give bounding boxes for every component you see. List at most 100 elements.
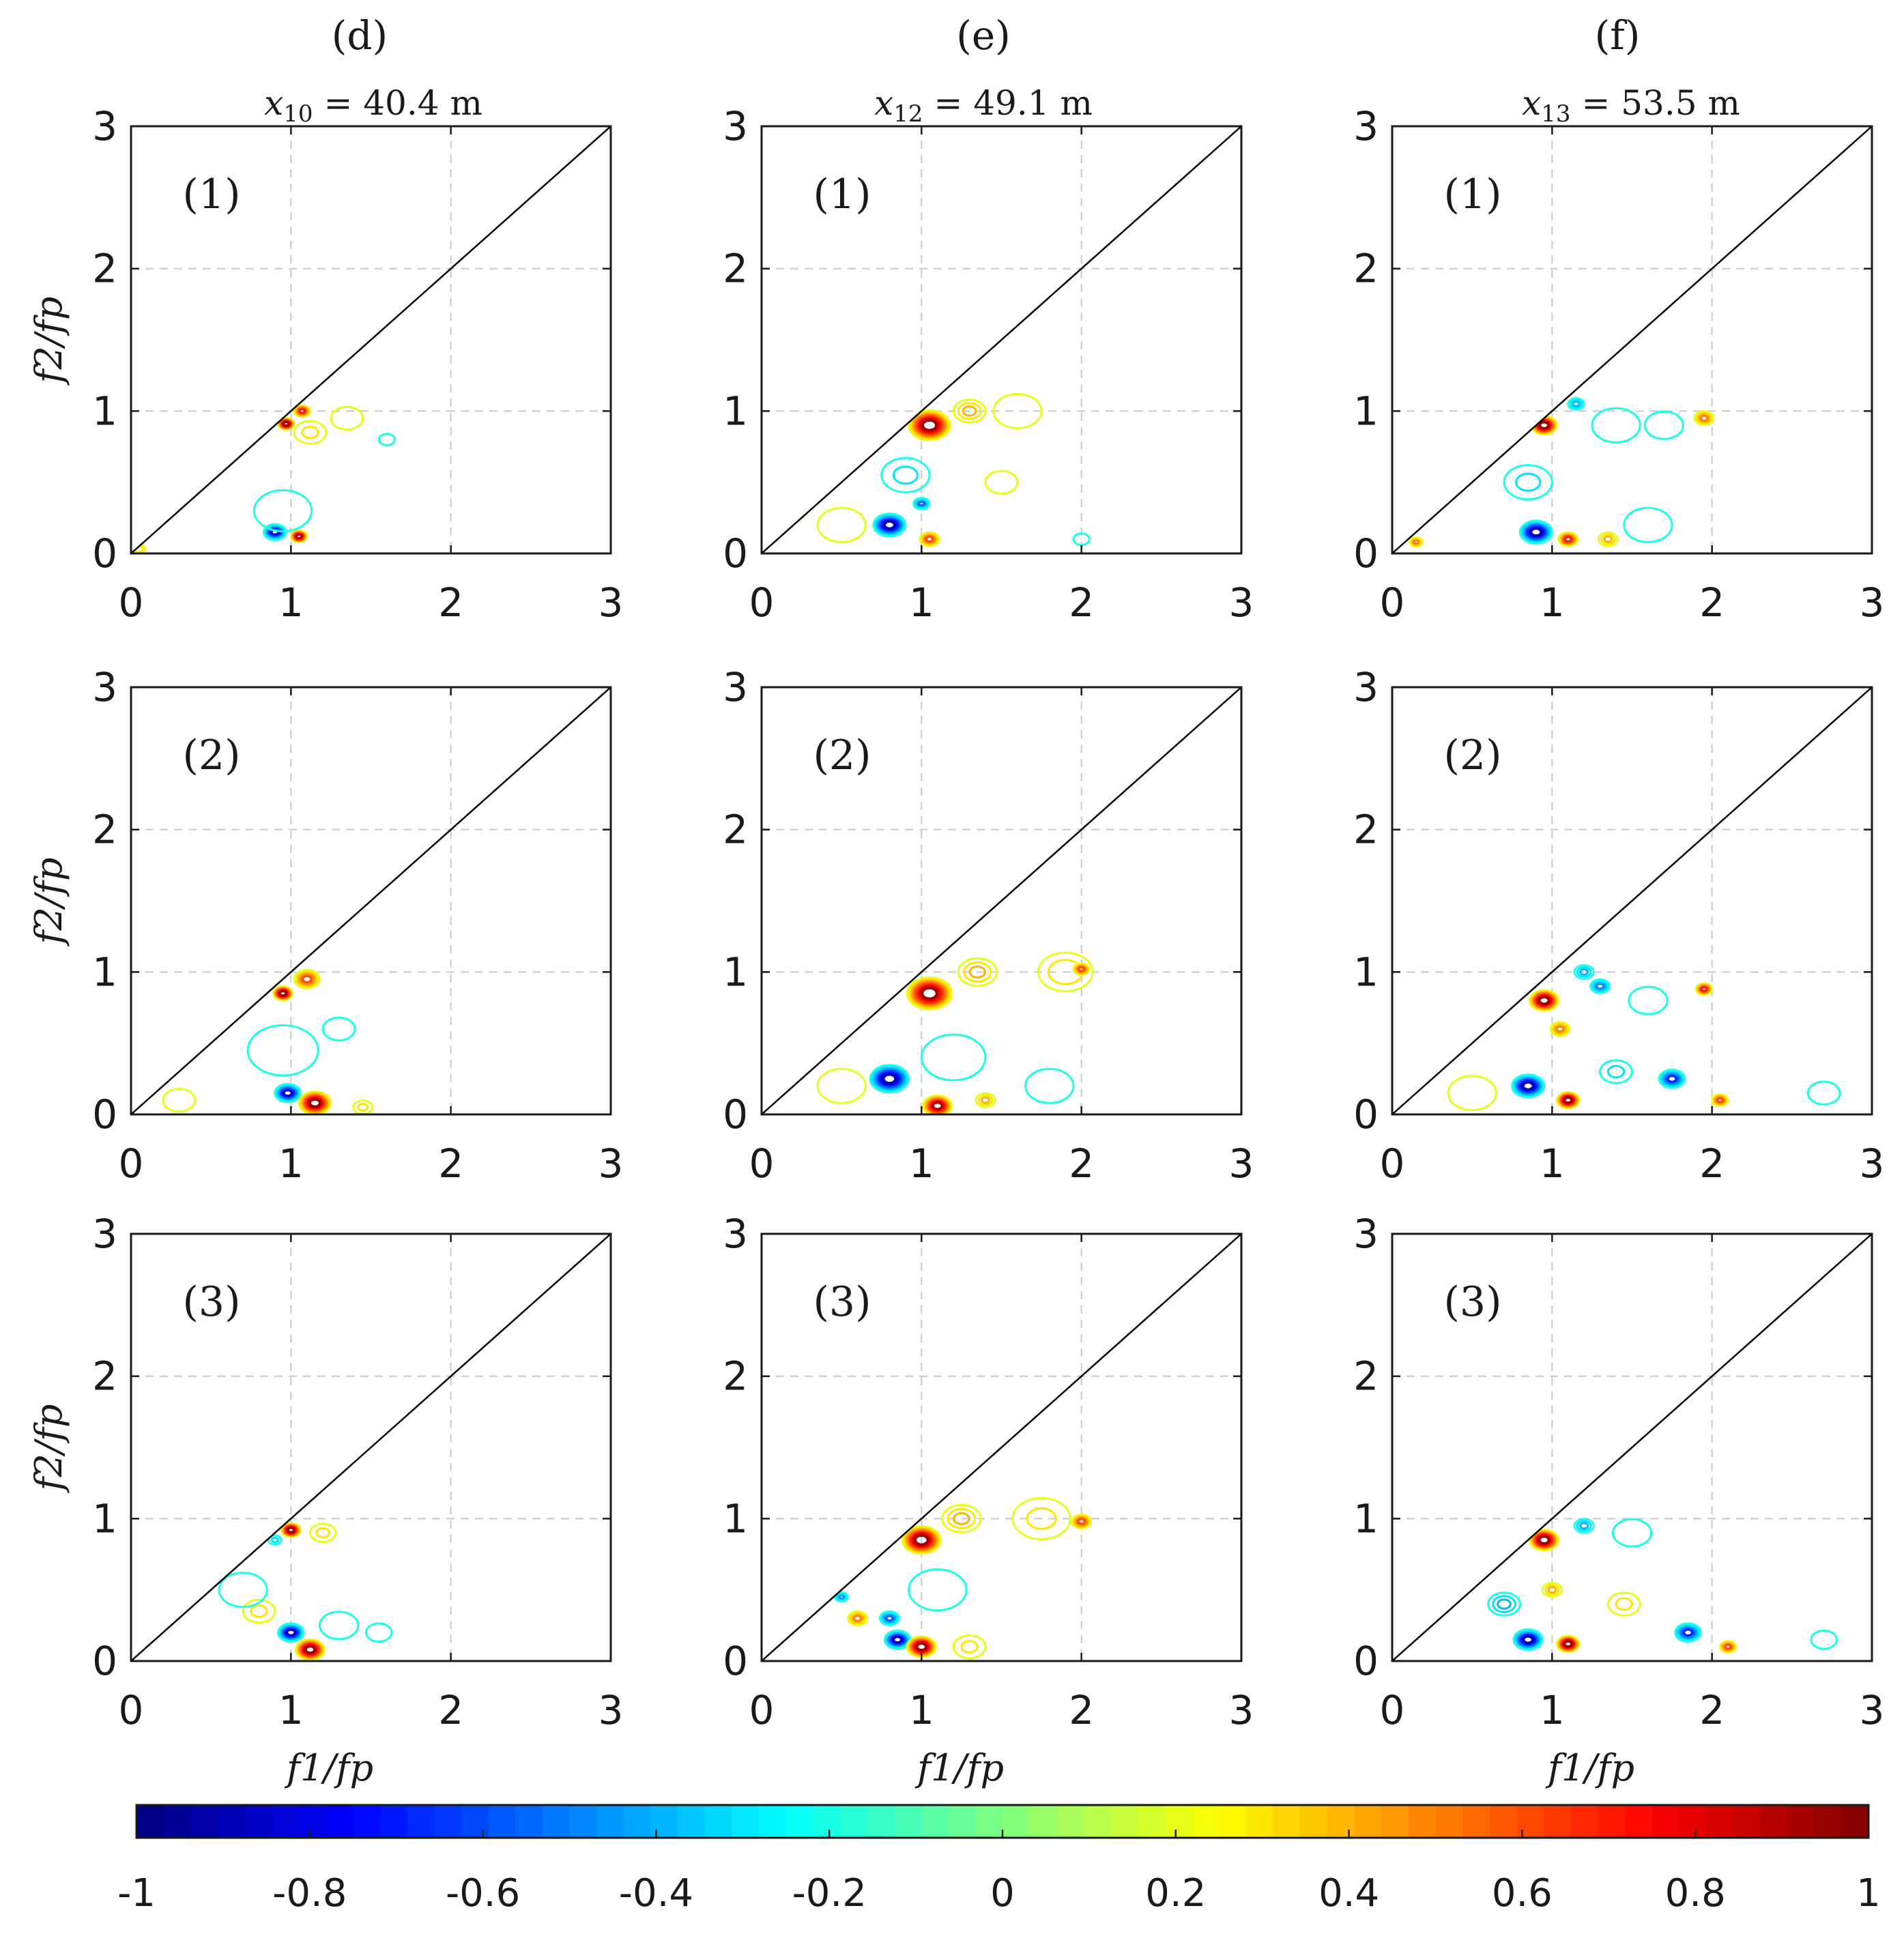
y-tick-label: 1 [1353, 388, 1379, 434]
contour-line [919, 417, 940, 433]
x-tick-label: 2 [1699, 1687, 1725, 1733]
colorbar-segment [326, 1805, 354, 1838]
colorbar-segment [298, 1805, 327, 1838]
contour-line [1413, 539, 1419, 545]
contour-line [1593, 981, 1607, 992]
contour-line [1555, 1025, 1565, 1033]
y-tick-label: 0 [1353, 1091, 1379, 1138]
contour-line [910, 979, 949, 1008]
contour-line [1665, 1073, 1679, 1084]
contour-line [1011, 1497, 1071, 1540]
contour-line [1520, 521, 1552, 544]
contour-line [977, 1094, 994, 1106]
colorbar-segment [244, 1805, 273, 1838]
x-tick-label: 0 [749, 579, 775, 626]
contour-line [1487, 1591, 1521, 1617]
contour-line [295, 533, 303, 539]
colorbar-segment [1489, 1805, 1518, 1838]
diagonal-line [130, 687, 611, 1115]
colorbar-tick-label: -0.4 [619, 1871, 693, 1916]
colorbar-segment [163, 1805, 192, 1838]
contour-line [881, 519, 898, 532]
y-tick-label: 2 [723, 1353, 748, 1400]
x-tick-label: 2 [1699, 579, 1725, 626]
contour-line [957, 402, 982, 420]
y-tick-label: 3 [723, 103, 748, 149]
x-tick-label: 2 [1069, 1140, 1094, 1187]
contour-line [1628, 985, 1669, 1015]
colorbar-segment [190, 1805, 218, 1838]
colorbar-segment [1273, 1805, 1301, 1838]
y-tick-label: 3 [1353, 103, 1379, 149]
contour-line [960, 1640, 979, 1654]
y-tick-label: 3 [723, 664, 748, 710]
contour-line [1522, 521, 1550, 543]
contour-line [1658, 1068, 1686, 1089]
y-tick-label: 2 [92, 246, 117, 292]
contour-group [816, 392, 1091, 547]
contour-line [849, 1612, 867, 1625]
contour-line [293, 420, 328, 445]
x-tick-label: 0 [749, 1687, 775, 1733]
colorbar-segment [975, 1805, 1003, 1838]
contour-line [892, 465, 919, 485]
contour-line [914, 982, 945, 1005]
contour-line [952, 399, 987, 424]
contour-line [1806, 1080, 1841, 1106]
contour-line [853, 1615, 863, 1622]
contour-line [921, 987, 938, 1000]
contour-line [1518, 519, 1553, 545]
contour-line [1591, 407, 1641, 444]
contour-line [1541, 1582, 1563, 1598]
y-tick-label: 1 [1353, 949, 1379, 995]
diagonal-line [761, 687, 1242, 1115]
panel-row-label: (1) [813, 171, 871, 218]
contour-line [283, 421, 290, 427]
contour-line [1599, 1059, 1633, 1084]
contour-line [1523, 523, 1549, 542]
colorbar-segment [732, 1805, 760, 1838]
column-subtitle-1: x12 = 49.1 m [874, 83, 1093, 128]
axes-frame [1391, 125, 1873, 555]
axes-frame [760, 686, 1243, 1116]
contour-line [908, 1530, 935, 1550]
contour-line [917, 416, 942, 435]
contour-line [869, 1064, 910, 1094]
colorbar-segment [1138, 1805, 1166, 1838]
y-tick-label: 3 [92, 1211, 117, 1257]
axes-frame [1391, 1232, 1873, 1662]
diagonal-line [1391, 126, 1873, 554]
contour-line [309, 1098, 321, 1108]
contour-line [242, 1598, 276, 1624]
contour-line [922, 533, 937, 545]
contour-line [952, 1634, 987, 1660]
contour-line [1024, 1067, 1075, 1104]
contour-line [916, 983, 943, 1003]
contour-line [878, 1610, 901, 1626]
column-subtitle-0: x10 = 40.4 m [264, 83, 482, 128]
panel-e-1: 0 1 2 3 0 1 2 3 (1) [723, 103, 1254, 626]
contour-line [301, 425, 319, 439]
contour-line [268, 1534, 283, 1546]
contour-line [1661, 1071, 1683, 1087]
contour-line [1573, 964, 1595, 980]
contour-line [968, 965, 987, 979]
contour-line [880, 517, 899, 532]
colorbar-segment [1245, 1805, 1274, 1838]
contour-line [909, 410, 950, 440]
contour-line [878, 1070, 901, 1087]
y-axis-label: f2/fp [27, 857, 70, 947]
contour-line [1539, 421, 1550, 429]
contour-line [306, 1097, 323, 1110]
panel-row-label: (3) [183, 1278, 241, 1326]
y-tick-label: 1 [1353, 1495, 1379, 1542]
colorbar-tick-label: 1 [1856, 1871, 1881, 1916]
colorbar-tick-label: 0 [990, 1871, 1015, 1916]
contour-line [1716, 1097, 1724, 1103]
contour-line [962, 405, 977, 417]
contour-line [1603, 535, 1613, 543]
x-tick-label: 1 [1540, 1140, 1565, 1187]
contour-group [1447, 964, 1841, 1112]
contour-line [298, 408, 306, 414]
colorbar-segment [353, 1805, 381, 1838]
